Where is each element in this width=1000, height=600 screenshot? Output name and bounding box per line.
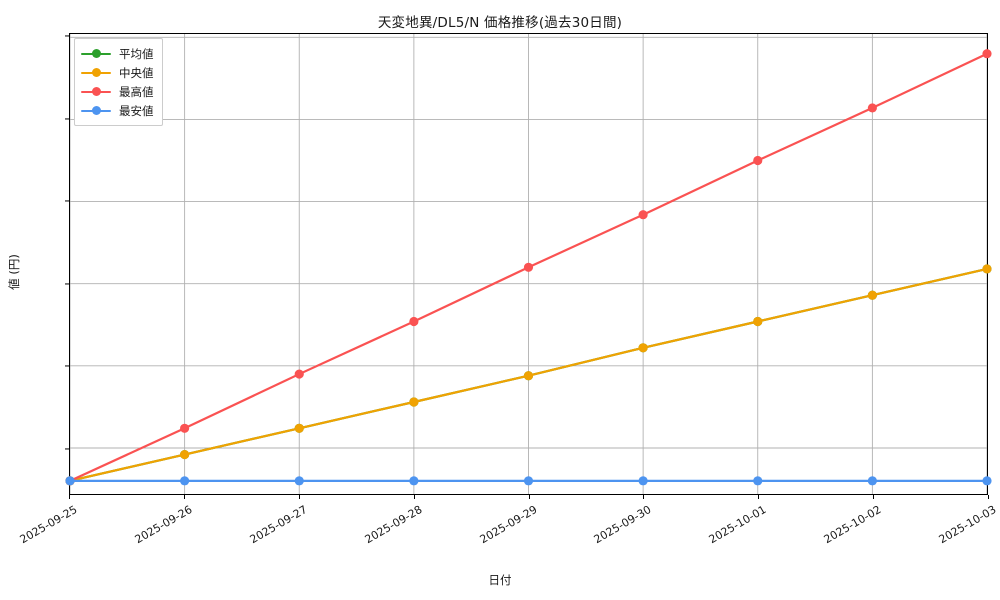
data-point-marker: [753, 476, 763, 486]
x-axis-tick-mark: [758, 495, 760, 499]
x-axis-tick-mark: [643, 495, 645, 499]
data-point-marker: [982, 264, 992, 274]
chart-legend: 平均値中央値最高値最安値: [74, 38, 163, 126]
legend-item[interactable]: 中央値: [81, 63, 154, 82]
data-point-marker: [753, 316, 763, 327]
data-point-marker: [867, 290, 877, 300]
legend-item-label: 中央値: [119, 65, 154, 80]
legend-item-label: 最高値: [119, 84, 154, 99]
data-point-marker: [638, 476, 648, 486]
data-series-layer: [65, 49, 992, 486]
y-axis-tick-mark: [65, 448, 69, 450]
x-axis-tick-mark: [528, 495, 530, 499]
data-point-marker: [180, 476, 190, 486]
data-point-marker: [294, 369, 304, 379]
legend-item[interactable]: 平均値: [81, 44, 154, 63]
legend-item-label: 平均値: [119, 46, 154, 61]
legend-item-label: 最安値: [119, 103, 154, 118]
legend-marker-icon: [81, 47, 111, 61]
data-point-marker: [180, 423, 190, 433]
x-axis-tick-mark: [183, 495, 185, 499]
data-point-marker: [180, 449, 190, 460]
x-axis-label: 日付: [488, 573, 512, 587]
data-point-marker: [409, 316, 419, 327]
data-point-marker: [294, 476, 304, 486]
y-axis-tick-mark: [65, 118, 69, 120]
y-axis-tick-mark: [65, 283, 69, 285]
data-point-marker: [523, 476, 534, 486]
grid-lines: [70, 34, 987, 494]
data-point-marker: [753, 155, 763, 166]
data-point-marker: [294, 423, 304, 433]
legend-marker-icon: [81, 104, 111, 118]
data-point-marker: [982, 476, 992, 486]
legend-marker-icon: [81, 85, 111, 99]
data-point-marker: [982, 49, 992, 59]
y-axis-tick-mark: [65, 200, 69, 202]
legend-item[interactable]: 最安値: [81, 101, 154, 120]
data-point-marker: [409, 397, 419, 407]
x-axis-tick-mark: [298, 495, 300, 499]
data-point-marker: [523, 371, 534, 381]
data-point-marker: [638, 343, 648, 353]
y-axis-tick-mark: [65, 35, 69, 37]
plot-area: [65, 33, 992, 495]
data-point-marker: [409, 476, 419, 486]
data-point-marker: [638, 210, 648, 220]
x-axis-tick-mark: [988, 495, 990, 499]
data-point-marker: [65, 476, 75, 486]
data-point-marker: [867, 103, 877, 113]
data-point-marker: [523, 262, 534, 272]
legend-marker-icon: [81, 66, 111, 80]
x-axis-tick-mark: [413, 495, 415, 499]
data-point-marker: [867, 476, 877, 486]
chart-title: 天変地異/DL5/N 価格推移(過去30日間): [377, 15, 623, 31]
x-axis-tick-mark: [873, 495, 875, 499]
x-axis-tick-mark: [69, 495, 71, 499]
y-axis-tick-mark: [65, 365, 69, 367]
legend-item[interactable]: 最高値: [81, 82, 154, 101]
y-axis-label: 値 (円): [7, 254, 21, 290]
